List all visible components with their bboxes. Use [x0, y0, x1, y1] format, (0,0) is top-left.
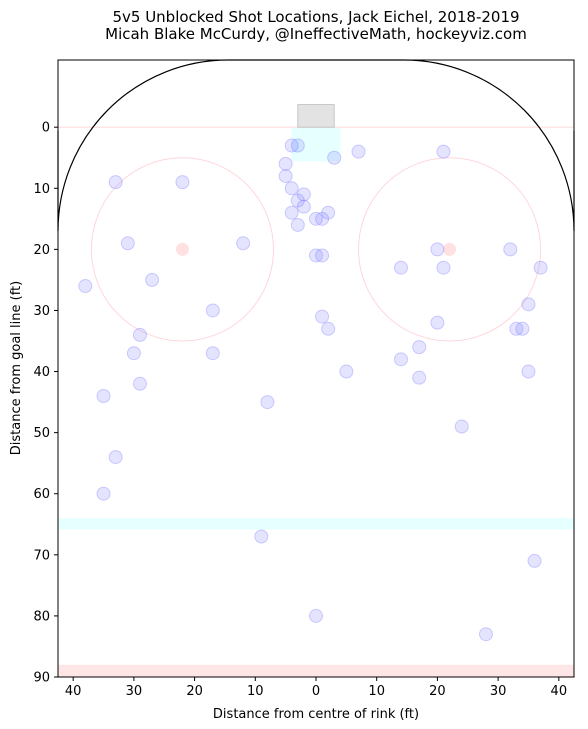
- faceoff-circle: [357, 157, 542, 342]
- shot-point: [284, 138, 299, 153]
- shot-point: [254, 529, 269, 544]
- shot-point: [108, 450, 123, 465]
- x-tick-label: 20: [429, 684, 446, 699]
- shot-points: [78, 138, 548, 642]
- shot-point: [132, 376, 147, 391]
- x-tick-label: 40: [65, 684, 82, 699]
- centre-line: [58, 664, 574, 677]
- shot-point: [145, 272, 160, 287]
- x-tick-label: 10: [368, 684, 385, 699]
- shot-point: [351, 144, 366, 159]
- chart-title: 5v5 Unblocked Shot Locations, Jack Eiche…: [112, 8, 519, 26]
- shot-point: [175, 175, 190, 190]
- faceoff-circle: [90, 157, 275, 342]
- shot-point: [296, 187, 311, 202]
- shot-point: [430, 242, 445, 257]
- shot-point: [515, 321, 530, 336]
- faceoff-dot: [175, 242, 189, 256]
- shot-point: [284, 205, 299, 220]
- shot-point: [315, 211, 330, 226]
- y-axis-label: Distance from goal line (ft): [9, 281, 24, 455]
- shot-point: [503, 242, 518, 257]
- y-tick-label: 50: [33, 426, 50, 441]
- x-axis-label: Distance from centre of rink (ft): [213, 707, 419, 722]
- shot-point: [393, 352, 408, 367]
- shot-point: [260, 395, 275, 410]
- y-tick-label: 60: [33, 487, 50, 502]
- shot-point: [412, 340, 427, 355]
- shot-point: [430, 315, 445, 330]
- y-tick-label: 90: [33, 671, 50, 686]
- shot-point: [309, 608, 323, 623]
- shot-point: [521, 297, 536, 312]
- shot-point: [309, 211, 323, 226]
- chart-subtitle: Micah Blake McCurdy, @IneffectiveMath, h…: [105, 25, 527, 43]
- shot-point: [315, 309, 330, 324]
- y-tick-label: 70: [33, 548, 50, 563]
- shot-point: [96, 388, 111, 403]
- shot-point: [436, 144, 451, 159]
- shot-point: [78, 279, 93, 294]
- goal-crease: [291, 127, 341, 162]
- blue-line: [58, 518, 574, 530]
- shot-point: [509, 321, 524, 336]
- shot-point: [278, 156, 293, 171]
- shot-point: [527, 553, 542, 568]
- shot-point: [132, 327, 147, 342]
- shot-point: [296, 199, 311, 214]
- shot-point: [120, 236, 135, 251]
- shot-point: [412, 370, 427, 385]
- shot-point: [521, 364, 536, 379]
- shot-point: [315, 248, 330, 263]
- x-tick-label: 20: [186, 684, 203, 699]
- x-tick-label: 30: [490, 684, 507, 699]
- rink-markings: [57, 59, 575, 677]
- shot-point: [393, 260, 408, 275]
- shot-point: [290, 217, 305, 232]
- shot-point: [533, 260, 548, 275]
- shot-point: [205, 303, 220, 318]
- y-tick-label: 30: [33, 304, 50, 319]
- x-tick-label: 30: [126, 684, 143, 699]
- faceoff-dot: [443, 242, 457, 256]
- shot-point: [436, 260, 451, 275]
- x-axis: 40 30 20 10 0 10 20 30 40: [65, 677, 567, 699]
- shot-point: [290, 138, 305, 153]
- shot-point: [236, 236, 251, 251]
- y-tick-label: 0: [42, 121, 50, 136]
- shot-point: [284, 181, 299, 196]
- y-tick-label: 20: [33, 243, 50, 258]
- shot-point: [205, 346, 220, 361]
- goal-net: [297, 104, 335, 128]
- shot-point: [126, 346, 141, 361]
- y-tick-label: 10: [33, 182, 50, 197]
- x-tick-label: 40: [551, 684, 568, 699]
- y-axis: 0 10 20 30 40 50 60 70 80 90: [33, 121, 58, 686]
- shot-point: [339, 364, 354, 379]
- shot-point: [478, 627, 493, 642]
- shot-point: [454, 419, 469, 434]
- shot-point: [96, 486, 111, 501]
- shot-point: [278, 169, 293, 184]
- y-tick-label: 80: [33, 609, 50, 624]
- shot-point: [327, 150, 342, 165]
- x-tick-label: 10: [247, 684, 264, 699]
- x-tick-label: 0: [312, 684, 320, 699]
- y-tick-label: 40: [33, 365, 50, 380]
- shot-point: [108, 175, 123, 190]
- shot-point: [321, 205, 336, 220]
- shot-point: [290, 193, 305, 208]
- shot-point: [321, 321, 336, 336]
- shot-point: [309, 248, 323, 263]
